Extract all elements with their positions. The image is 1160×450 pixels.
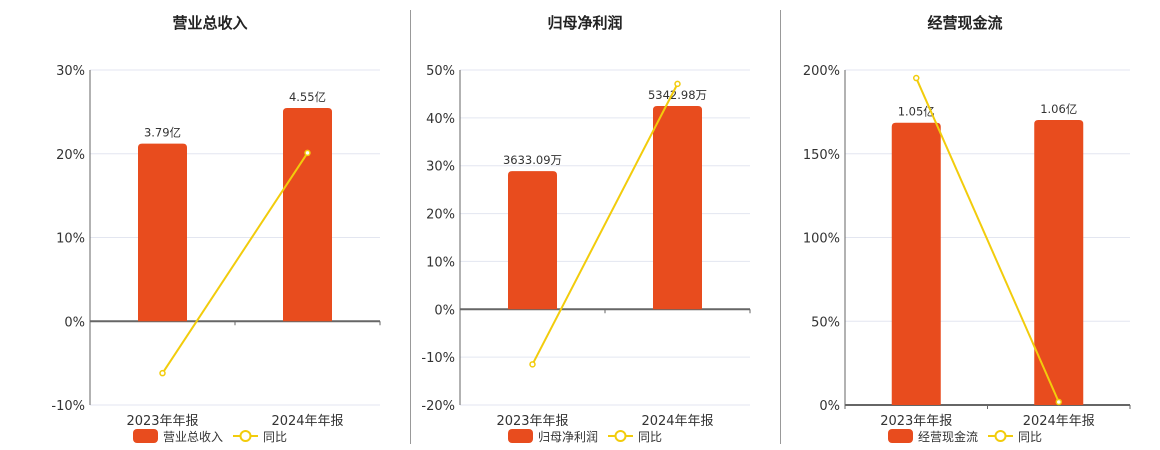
y-tick-label: 30% bbox=[56, 64, 85, 79]
y-tick-label: 50% bbox=[426, 64, 455, 79]
legend-line-marker bbox=[994, 430, 1007, 442]
y-tick-label: 100% bbox=[803, 232, 840, 247]
y-tick-label: 30% bbox=[426, 160, 455, 175]
x-tick-label: 2023年年报 bbox=[880, 414, 952, 429]
y-tick-label: 0% bbox=[819, 399, 840, 414]
legend-bar-label: 经营现金流 bbox=[918, 429, 978, 444]
bar bbox=[653, 106, 702, 310]
y-tick-label: 50% bbox=[811, 315, 840, 330]
y-tick-label: -10% bbox=[421, 351, 455, 366]
y-tick-label: 0% bbox=[64, 315, 85, 330]
bar bbox=[283, 107, 332, 322]
y-tick-label: 20% bbox=[56, 148, 85, 163]
chart-title: 归母净利润 bbox=[547, 14, 622, 32]
chart-2: 归母净利润 50% 40% 30% 20% 10% 0% -10% -20% 2023年年报 202… bbox=[421, 14, 751, 444]
y-tick-label: 20% bbox=[426, 208, 455, 223]
legend-bar-label: 营业总收入 bbox=[163, 430, 223, 444]
y-tick-label: 150% bbox=[803, 148, 840, 163]
x-tick-label: 2024年年报 bbox=[1023, 414, 1095, 429]
chart-title: 营业总收入 bbox=[172, 14, 247, 32]
divider bbox=[780, 10, 781, 444]
bar-data-label: 5342.98万 bbox=[648, 88, 707, 102]
bar bbox=[508, 171, 557, 310]
legend-line-label: 同比 bbox=[1018, 430, 1042, 444]
yoy-point bbox=[159, 369, 166, 377]
bar-data-label: 1.06亿 bbox=[1040, 102, 1077, 116]
legend-line-label: 同比 bbox=[638, 430, 662, 444]
bar-data-label: 3.79亿 bbox=[144, 126, 181, 140]
bar bbox=[1034, 120, 1084, 405]
bar bbox=[891, 122, 941, 406]
bar bbox=[138, 143, 187, 322]
legend-line-label: 同比 bbox=[263, 430, 287, 444]
legend-bar-swatch bbox=[508, 429, 533, 443]
chart-3: 经营现金流 200% 150% 100% 50% 0% 2023年年报 2024年年报 1.05… bbox=[803, 14, 1131, 444]
chart-1: 营业总收入 30% 20% 10% 0% -10% 2023年年报 2024年年报 3.79亿 4… bbox=[51, 14, 381, 444]
divider bbox=[410, 10, 411, 444]
x-tick-label: 2024年年报 bbox=[271, 414, 343, 429]
y-tick-label: -20% bbox=[421, 399, 455, 414]
chart-title: 经营现金流 bbox=[927, 14, 1002, 32]
yoy-point bbox=[674, 80, 681, 88]
x-tick-label: 2024年年报 bbox=[641, 414, 713, 429]
y-tick-label: 40% bbox=[426, 112, 455, 127]
yoy-point bbox=[304, 149, 311, 157]
x-tick-label: 2023年年报 bbox=[126, 414, 198, 429]
yoy-point bbox=[529, 361, 536, 368]
y-tick-label: 200% bbox=[803, 64, 840, 79]
yoy-point bbox=[1055, 398, 1062, 406]
yoy-point bbox=[913, 74, 920, 82]
bar-data-label: 3633.09万 bbox=[503, 153, 562, 167]
bar-data-label: 4.55亿 bbox=[289, 90, 326, 104]
legend-line-marker bbox=[239, 430, 252, 442]
yoy-line bbox=[531, 83, 679, 365]
y-tick-label: 10% bbox=[426, 255, 455, 270]
legend-bar-swatch bbox=[888, 429, 913, 443]
legend-bar-swatch bbox=[133, 429, 158, 443]
yoy-line bbox=[915, 77, 1060, 403]
legend-line-marker bbox=[614, 430, 627, 442]
x-tick-label: 2023年年报 bbox=[496, 414, 568, 429]
y-tick-label: 0% bbox=[434, 303, 455, 318]
bar-data-label: 1.05亿 bbox=[898, 105, 935, 119]
legend-bar-label: 归母净利润 bbox=[538, 430, 598, 444]
yoy-line bbox=[161, 152, 309, 374]
y-tick-label: 10% bbox=[56, 232, 85, 247]
y-tick-label: -10% bbox=[51, 399, 85, 414]
